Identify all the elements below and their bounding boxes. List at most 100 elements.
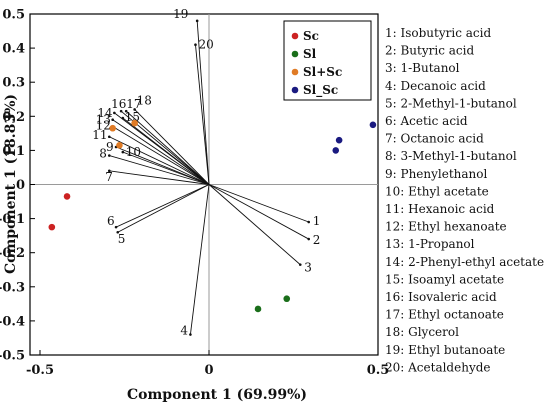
loading-tip-1 <box>307 220 311 224</box>
point-Sl_Sc <box>335 136 343 144</box>
legend-swatch-Sl+Sc <box>291 68 299 76</box>
loading-vector-1 <box>208 184 309 223</box>
loading-tip-15 <box>121 116 125 120</box>
loading-label-12: 12 <box>96 119 111 133</box>
point-Sc <box>63 193 71 200</box>
variable-key-item-3: 3: 1-Butanol <box>385 61 460 75</box>
loading-vector-11 <box>109 136 210 185</box>
y-tick-label: 0.2 <box>2 110 25 125</box>
variable-key-item-18: 18: Glycerol <box>385 325 459 339</box>
loading-tip-7 <box>107 169 111 173</box>
legend-label-Sl: Sl <box>303 47 317 61</box>
y-tick-label: 0 <box>16 178 25 193</box>
loading-vector-4 <box>189 184 210 335</box>
variable-key-item-1: 1: Isobutyric acid <box>385 26 491 40</box>
point-Sl+Sc <box>109 124 116 132</box>
loading-label-4: 4 <box>180 324 188 338</box>
loading-label-11: 11 <box>92 128 107 142</box>
loading-vector-12 <box>112 126 210 185</box>
loading-label-13: 13 <box>96 113 111 127</box>
variable-key-item-14: 14: 2-Phenyl-ethyl acetate <box>385 255 544 269</box>
y-tick-label: -0.2 <box>0 246 25 261</box>
variable-key-item-19: 19: Ethyl butanoate <box>385 343 505 357</box>
point-Sc <box>48 223 56 231</box>
loading-label-16: 16 <box>111 97 126 111</box>
y-axis-ticks: -0.5 -0.4 -0.3 -0.2 -0.1 0 0.1 0.2 0.3 0.4 0.5 <box>0 8 35 364</box>
legend: Sc Sl Sl+Sc Sl_Sc <box>283 20 372 101</box>
loading-vector-5 <box>117 184 210 233</box>
loading-label-9: 9 <box>106 140 114 154</box>
legend-swatch-Sc <box>291 32 299 40</box>
legend-label-Sl_Sc: Sl_Sc <box>303 83 338 98</box>
loading-tip-3 <box>298 263 302 266</box>
loading-label-19: 19 <box>173 7 188 21</box>
y-tick-label: 0.1 <box>2 144 25 159</box>
x-axis-ticks: -0.5 0 0.5 <box>26 350 389 378</box>
loading-label-10: 10 <box>126 145 141 159</box>
variable-key-item-4: 4: Decanoic acid <box>385 79 486 93</box>
variable-key: 1: Isobutyric acid 2: Butyric acid 3: 1-Bu… <box>385 26 544 374</box>
point-Sl_Sc <box>332 147 340 154</box>
loading-label-18: 18 <box>137 93 152 107</box>
loading-tip-11 <box>107 135 111 139</box>
point-Sl <box>283 295 291 303</box>
loading-vector-10 <box>122 151 210 185</box>
variable-key-item-5: 5: 2-Methyl-1-butanol <box>385 96 517 110</box>
variable-key-item-9: 9: Phenylethanol <box>385 167 488 181</box>
variable-key-item-10: 10: Ethyl acetate <box>385 184 489 198</box>
point-Sl <box>254 305 262 313</box>
loading-tip-17 <box>124 109 128 113</box>
loading-vector-7 <box>109 170 210 185</box>
loading-label-5: 5 <box>118 232 126 246</box>
loading-tip-14 <box>113 111 116 115</box>
loading-tip-13 <box>111 118 114 122</box>
legend-swatch-Sl <box>291 50 299 58</box>
loading-vector-15 <box>122 117 210 185</box>
y-tick-label: 0.5 <box>2 8 25 23</box>
y-tick-label: -0.3 <box>0 280 25 295</box>
score-points <box>48 119 377 313</box>
point-Sl+Sc <box>131 119 138 127</box>
loading-label-20: 20 <box>198 38 213 52</box>
loading-label-6: 6 <box>107 214 115 228</box>
y-tick-label: 0.3 <box>2 76 25 91</box>
loading-tip-19 <box>195 19 199 23</box>
loading-label-3: 3 <box>304 261 312 275</box>
point-Sl_Sc <box>369 121 377 129</box>
loading-tip-2 <box>307 237 311 241</box>
loading-vector-18 <box>134 109 210 185</box>
variable-key-item-15: 15: Isoamyl acetate <box>385 272 504 286</box>
loading-vector-19 <box>196 20 210 185</box>
loading-vector-8 <box>109 155 210 185</box>
y-tick-label: -0.4 <box>0 314 25 329</box>
loading-label-8: 8 <box>99 147 107 161</box>
loading-label-17: 17 <box>126 97 141 111</box>
loading-tip-10 <box>121 150 125 154</box>
y-tick-label: -0.5 <box>0 349 25 364</box>
loading-tip-5 <box>116 230 120 234</box>
loading-tip-18 <box>133 108 136 111</box>
y-axis-title: Component 1 (18.83%) <box>3 94 19 274</box>
variable-key-item-6: 6: Acetic acid <box>385 114 468 128</box>
variable-key-item-20: 20: Acetaldehyde <box>385 360 491 374</box>
loading-label-7: 7 <box>105 170 113 184</box>
variable-key-item-17: 17: Ethyl octanoate <box>385 308 504 322</box>
variable-key-item-16: 16: Isovaleric acid <box>385 290 497 304</box>
variable-key-item-2: 2: Butyric acid <box>385 44 474 58</box>
x-tick-label: 0 <box>204 363 213 378</box>
x-tick-label: -0.5 <box>26 363 54 378</box>
y-tick-label: -0.1 <box>0 212 25 227</box>
loading-vector-2 <box>208 184 309 240</box>
loading-label-1: 1 <box>313 214 321 228</box>
variable-key-item-13: 13: 1-Propanol <box>385 237 475 251</box>
variable-key-item-7: 7: Octanoic acid <box>385 132 484 146</box>
variable-key-item-11: 11: Hexanoic acid <box>385 202 495 216</box>
x-axis-title: Component 1 (69.99%) <box>127 387 307 403</box>
loading-vector-3 <box>208 184 301 265</box>
legend-label-Sc: Sc <box>303 29 319 43</box>
legend-label-Sl+Sc: Sl+Sc <box>303 65 342 79</box>
loading-label-2: 2 <box>313 233 321 247</box>
loading-tip-8 <box>107 154 111 157</box>
loading-vector-13 <box>112 119 210 185</box>
loading-tip-16 <box>119 109 123 113</box>
